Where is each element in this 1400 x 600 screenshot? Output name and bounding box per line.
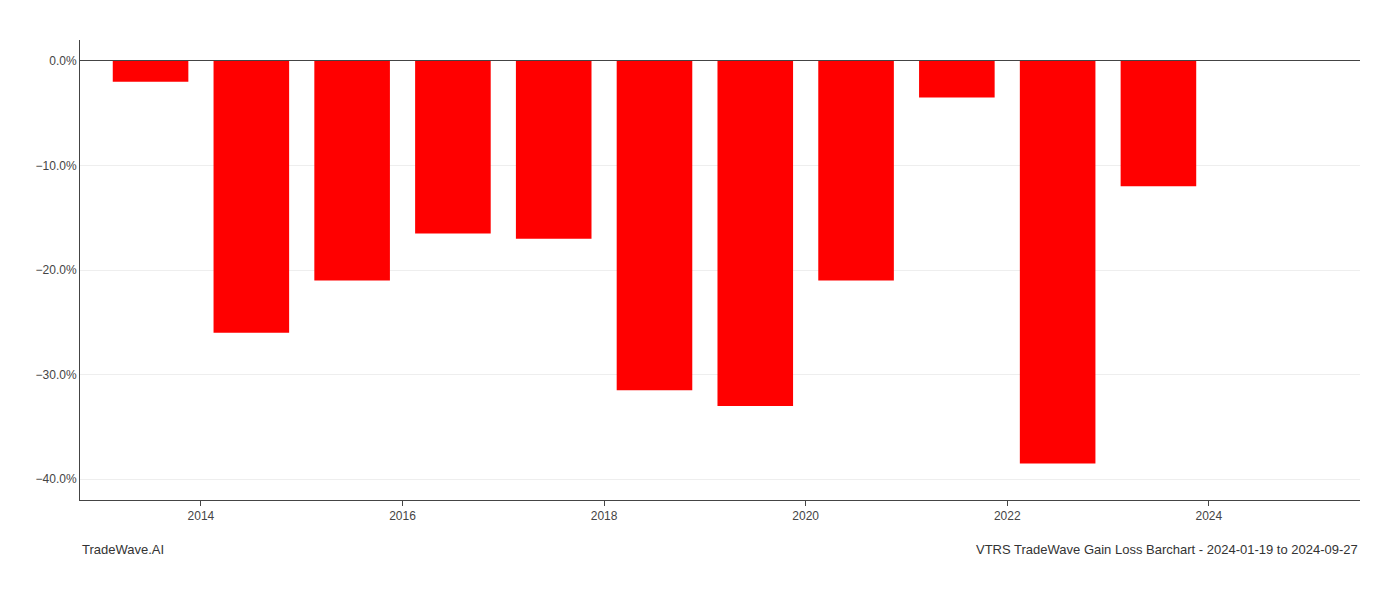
svg-text:2024: 2024: [1195, 509, 1222, 523]
svg-text:−30.0%: −30.0%: [36, 368, 77, 382]
svg-text:2018: 2018: [591, 509, 618, 523]
svg-text:2020: 2020: [792, 509, 819, 523]
svg-text:VTRS TradeWave Gain Loss Barch: VTRS TradeWave Gain Loss Barchart - 2024…: [976, 542, 1358, 557]
svg-text:2022: 2022: [994, 509, 1021, 523]
svg-text:2014: 2014: [188, 509, 215, 523]
svg-text:0.0%: 0.0%: [49, 54, 77, 68]
svg-text:TradeWave.AI: TradeWave.AI: [82, 542, 164, 557]
svg-text:−10.0%: −10.0%: [36, 159, 77, 173]
svg-text:−40.0%: −40.0%: [36, 472, 77, 486]
svg-text:2016: 2016: [389, 509, 416, 523]
svg-text:−20.0%: −20.0%: [36, 263, 77, 277]
